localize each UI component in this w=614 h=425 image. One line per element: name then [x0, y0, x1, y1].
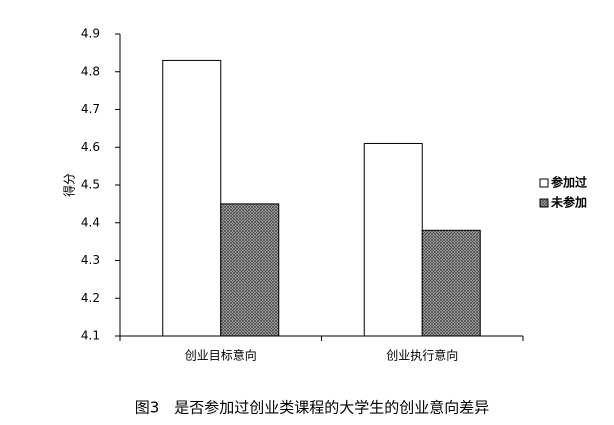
- legend-swatch: [539, 178, 549, 188]
- y-tick-label: 4.5: [81, 178, 100, 192]
- y-tick-label: 4.1: [81, 329, 100, 343]
- bar: [162, 59, 222, 337]
- legend-swatch: [539, 198, 549, 208]
- y-axis-label: 得分: [62, 173, 77, 197]
- bar: [421, 229, 481, 337]
- legend-label: 参加过: [551, 175, 587, 190]
- legend-label: 未参加: [550, 195, 587, 210]
- x-tick-label: 创业目标意向: [185, 348, 257, 363]
- bar: [220, 203, 280, 337]
- x-tick-label: 创业执行意向: [386, 348, 458, 363]
- y-tick-label: 4.8: [81, 64, 100, 78]
- y-tick-label: 4.2: [81, 291, 100, 305]
- y-tick-label: 4.6: [81, 140, 100, 154]
- y-tick-label: 4.9: [81, 27, 100, 41]
- bar: [363, 142, 423, 337]
- y-tick-label: 4.3: [81, 253, 100, 267]
- y-tick-label: 4.4: [81, 215, 100, 229]
- caption: 图3 是否参加过创业类课程的大学生的创业意向差异: [135, 399, 490, 417]
- y-tick-label: 4.7: [81, 102, 100, 116]
